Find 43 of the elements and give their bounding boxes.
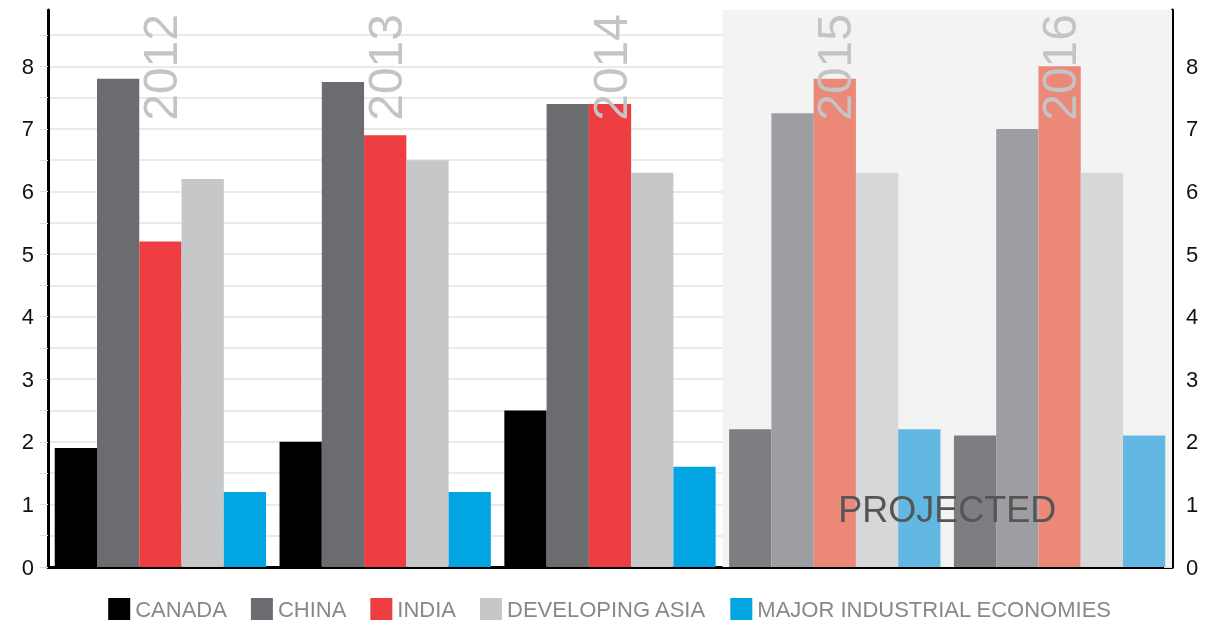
bar [1122, 435, 1166, 567]
y2-tick-label: 7 [1186, 116, 1199, 142]
x-tick-label: 2016 [1033, 14, 1087, 121]
y-tick-label: 1 [21, 491, 34, 517]
y-tick-label: 3 [21, 366, 34, 392]
bar [771, 113, 814, 567]
y-tick-label: 0 [21, 554, 34, 580]
bar [673, 466, 716, 567]
y-tick-label: 7 [21, 116, 34, 142]
y2-tick-label: 0 [1186, 554, 1199, 580]
bar [181, 178, 224, 567]
y2-tick-label: 8 [1186, 53, 1199, 79]
legend-label: CANADA [135, 596, 228, 622]
y-tick-label: 8 [21, 53, 34, 79]
y2-tick-label: 1 [1186, 491, 1199, 517]
bar [729, 429, 772, 567]
bar [364, 135, 407, 567]
legend-label: DEVELOPING ASIA [507, 596, 706, 622]
bar [631, 172, 674, 567]
legend-label: MAJOR INDUSTRIAL ECONOMIES [757, 596, 1111, 622]
y2-tick-label: 4 [1186, 304, 1199, 330]
legend-label: CHINA [277, 596, 347, 622]
bar [546, 103, 589, 567]
y-tick-label: 6 [21, 178, 34, 204]
y-tick-label: 2 [21, 429, 34, 455]
y2-tick-label: 5 [1186, 241, 1199, 267]
bar [448, 491, 491, 567]
y2-tick-label: 3 [1186, 366, 1199, 392]
x-tick-label: 2013 [358, 14, 412, 121]
legend-label: INDIA [397, 596, 457, 622]
bar [1080, 172, 1123, 567]
y2-tick-label: 2 [1186, 429, 1199, 455]
y2-tick-label: 6 [1186, 178, 1199, 204]
bar [321, 81, 365, 567]
x-tick-label: 2014 [583, 14, 637, 121]
y-tick-label: 4 [21, 304, 34, 330]
bar [139, 241, 182, 567]
y-tick-label: 5 [21, 241, 34, 267]
bar [223, 491, 267, 567]
bar [97, 78, 140, 567]
bar [406, 160, 449, 567]
x-tick-label: 2015 [808, 14, 862, 121]
x-tick-label: 2012 [133, 14, 187, 121]
